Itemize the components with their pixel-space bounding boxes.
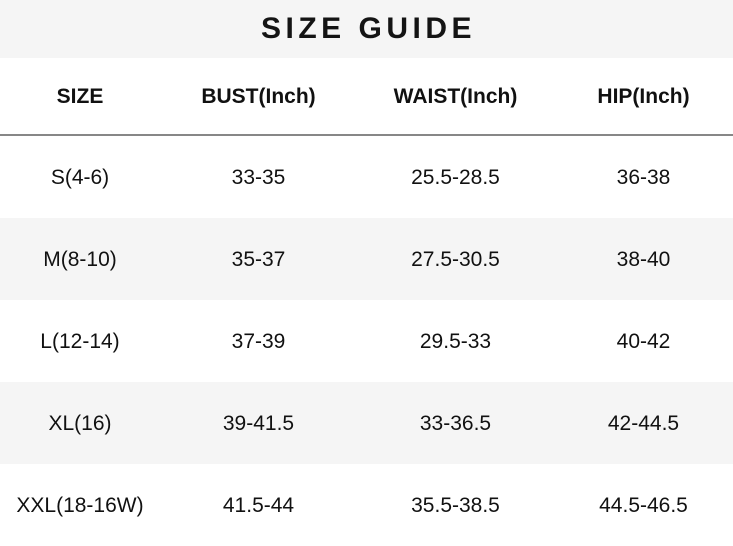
- column-header-size: SIZE: [56, 84, 104, 108]
- cell-size: M(8-10): [43, 247, 117, 271]
- cell-size: XXL(18-16W): [16, 493, 144, 517]
- table-header-row: SIZE BUST(Inch) WAIST(Inch) HIP(Inch): [0, 58, 733, 134]
- table-body: S(4-6) 33-35 25.5-28.5 36-38 M(8-10) 35-…: [0, 136, 733, 546]
- table-row: XL(16) 39-41.5 33-36.5 42-44.5: [0, 382, 733, 464]
- column-header-bust: BUST(Inch): [201, 84, 316, 108]
- cell-bust: 39-41.5: [222, 411, 295, 435]
- column-header-hip: HIP(Inch): [597, 84, 690, 108]
- page-title: SIZE GUIDE: [260, 12, 477, 45]
- cell-waist: 25.5-28.5: [411, 165, 500, 189]
- cell-bust: 41.5-44: [222, 493, 295, 517]
- cell-hip: 42-44.5: [607, 411, 680, 435]
- cell-size: XL(16): [48, 411, 112, 435]
- cell-waist: 27.5-30.5: [411, 247, 500, 271]
- cell-bust: 37-39: [231, 329, 286, 353]
- cell-hip: 38-40: [616, 247, 671, 271]
- cell-size: L(12-14): [40, 329, 120, 353]
- column-header-waist: WAIST(Inch): [393, 84, 518, 108]
- cell-bust: 35-37: [231, 247, 286, 271]
- cell-hip: 36-38: [616, 165, 671, 189]
- cell-hip: 44.5-46.5: [599, 493, 688, 517]
- cell-waist: 35.5-38.5: [411, 493, 500, 517]
- table-row: S(4-6) 33-35 25.5-28.5 36-38: [0, 136, 733, 218]
- header-divider: [0, 134, 733, 136]
- table-row: L(12-14) 37-39 29.5-33 40-42: [0, 300, 733, 382]
- table-row: M(8-10) 35-37 27.5-30.5 38-40: [0, 218, 733, 300]
- cell-bust: 33-35: [231, 165, 286, 189]
- table-row: XXL(18-16W) 41.5-44 35.5-38.5 44.5-46.5: [0, 464, 733, 546]
- cell-waist: 29.5-33: [419, 329, 492, 353]
- title-band: SIZE GUIDE: [0, 0, 733, 58]
- cell-size: S(4-6): [50, 165, 110, 189]
- cell-waist: 33-36.5: [419, 411, 492, 435]
- cell-hip: 40-42: [616, 329, 671, 353]
